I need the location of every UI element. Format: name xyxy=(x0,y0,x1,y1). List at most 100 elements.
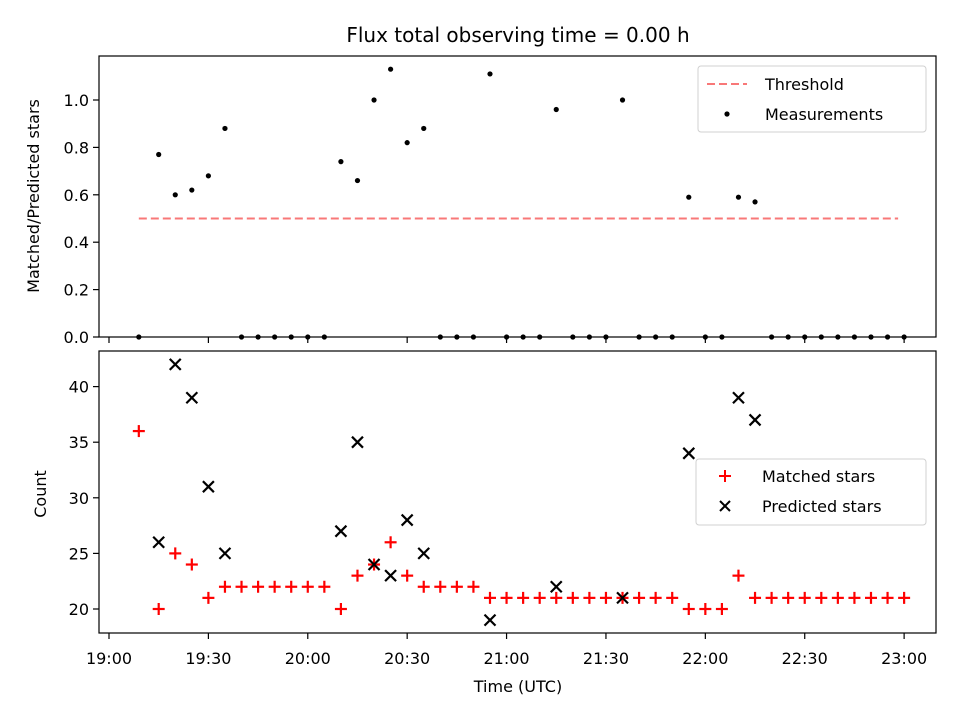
predicted-star-point xyxy=(417,547,431,560)
matched-star-point xyxy=(533,591,546,604)
measurement-point xyxy=(371,97,377,103)
matched-star-point xyxy=(749,591,762,604)
matched-star-point xyxy=(235,580,248,593)
x-tick-label: 22:00 xyxy=(682,649,728,668)
matched-star-point xyxy=(132,425,145,438)
predicted-star-point xyxy=(334,524,348,538)
bottom-panel: Count Time (UTC) 20 25 30 35 40 19:00 19:30 20… xyxy=(31,350,937,696)
matched-star-point xyxy=(384,536,397,549)
matched-star-point xyxy=(169,547,182,560)
matched-star-point xyxy=(566,591,579,604)
measurement-point xyxy=(487,71,493,77)
y-tick-label: 30 xyxy=(69,489,89,508)
predicted-star-point xyxy=(616,591,629,605)
x-tick-label: 19:00 xyxy=(86,649,132,668)
matched-star-point xyxy=(268,580,281,593)
predicted-star-point xyxy=(682,447,696,460)
matched-star-point xyxy=(815,591,828,604)
predicted-star-point xyxy=(185,391,199,404)
measurement-point xyxy=(388,66,394,72)
x-axis-label: Time (UTC) xyxy=(473,677,562,696)
matched-star-point xyxy=(202,591,215,604)
matched-star-point xyxy=(881,591,894,604)
matched-star-point xyxy=(318,580,331,593)
measurement-point xyxy=(404,140,410,146)
measurement-point xyxy=(354,177,361,184)
matched-star-point xyxy=(450,580,463,593)
legend-matched-label: Matched stars xyxy=(762,467,875,486)
x-tick-label: 22:30 xyxy=(782,649,828,668)
y-tick-label: 0.0 xyxy=(64,328,89,347)
matched-star-point xyxy=(185,558,198,571)
matched-star-point xyxy=(417,580,430,593)
x-tick-label: 23:00 xyxy=(881,649,927,668)
y-tick-label: 25 xyxy=(69,544,89,563)
y-tick-label: 35 xyxy=(69,433,89,452)
legend-predicted-swatch xyxy=(719,500,731,512)
y-tick-label: 40 xyxy=(69,378,89,397)
x-tick-label: 21:00 xyxy=(484,649,530,668)
measurement-point xyxy=(752,199,758,205)
predicted-star-point xyxy=(351,435,364,449)
measurement-point xyxy=(338,159,344,165)
predicted-star-point xyxy=(400,513,414,527)
y-axis-label-bottom: Count xyxy=(31,470,50,518)
matched-star-point xyxy=(732,569,745,582)
y-tick-label: 1.0 xyxy=(64,91,89,110)
matched-star-point xyxy=(550,591,563,604)
measurement-point xyxy=(553,106,559,113)
plot-frame-top xyxy=(98,55,937,338)
matched-star-point xyxy=(517,591,530,604)
measurement-point xyxy=(686,194,692,200)
legend-measurements-label: Measurements xyxy=(765,105,883,124)
measurement-point xyxy=(735,194,742,200)
matched-star-point xyxy=(152,603,165,615)
matched-star-point xyxy=(252,580,265,593)
matched-star-point xyxy=(682,603,695,615)
matched-star-point xyxy=(898,591,911,604)
measurement-point xyxy=(156,151,162,158)
chart-title: Flux total observing time = 0.00 h xyxy=(346,23,689,47)
matched-stars-series xyxy=(132,425,911,615)
legend-predicted-label: Predicted stars xyxy=(762,497,882,516)
matched-star-point xyxy=(500,591,513,604)
measurement-point xyxy=(421,125,427,132)
matched-star-point xyxy=(583,591,596,604)
matched-star-point xyxy=(782,591,795,604)
matched-star-point xyxy=(864,591,877,604)
y-axis-label-top: Matched/Predicted stars xyxy=(24,99,43,293)
predicted-star-point xyxy=(549,580,563,594)
predicted-stars-series xyxy=(152,358,762,627)
x-tick-label: 20:30 xyxy=(384,649,430,668)
matched-star-point xyxy=(351,569,364,582)
measurement-point xyxy=(205,173,211,179)
legend-matched-swatch xyxy=(719,470,731,482)
legend-threshold-label: Threshold xyxy=(764,75,844,94)
predicted-star-point xyxy=(152,536,165,549)
matched-star-point xyxy=(666,591,679,604)
measurement-point xyxy=(189,187,195,193)
matched-star-point xyxy=(401,569,414,582)
x-tick-label: 21:30 xyxy=(583,649,629,668)
predicted-star-point xyxy=(483,613,497,627)
matched-star-point xyxy=(434,580,447,593)
predicted-star-point xyxy=(384,569,397,582)
matched-star-point xyxy=(285,580,298,593)
matched-star-point xyxy=(301,580,314,593)
matched-star-point xyxy=(649,591,662,604)
matched-star-point xyxy=(831,591,844,604)
matched-star-point xyxy=(599,591,612,604)
top-panel: Flux total observing time = 0.00 h Match… xyxy=(24,23,937,347)
y-ticks-bottom: 20 25 30 35 40 xyxy=(69,378,99,619)
x-tick-label: 20:00 xyxy=(285,649,331,668)
y-tick-label: 0.2 xyxy=(64,281,89,300)
matched-star-point xyxy=(467,580,480,593)
y-tick-label: 0.6 xyxy=(64,186,89,205)
measurement-point xyxy=(619,97,626,103)
x-tick-label: 19:30 xyxy=(185,649,231,668)
matched-star-point xyxy=(848,591,861,604)
matched-star-point xyxy=(633,591,646,604)
measurement-point xyxy=(222,125,228,132)
predicted-star-point xyxy=(218,547,232,560)
